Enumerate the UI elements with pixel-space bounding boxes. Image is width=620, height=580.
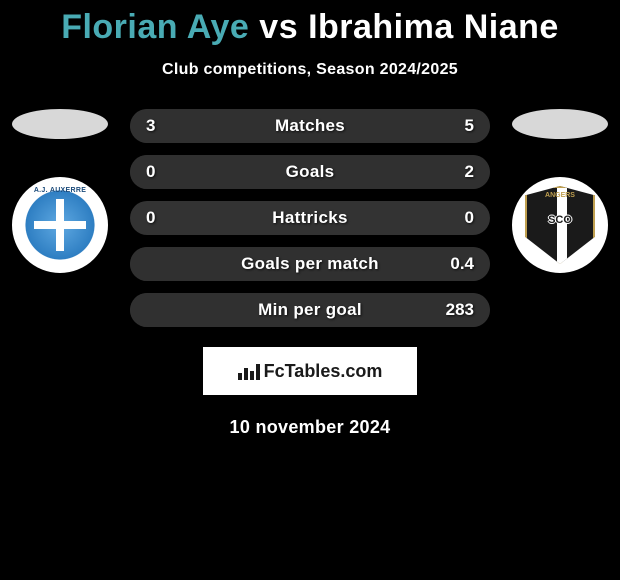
stat-label: Goals bbox=[130, 155, 490, 189]
main-comparison-area: A.J. AUXERRE ANGERS SCO Matches35Goals02… bbox=[0, 109, 620, 339]
player1-photo-placeholder bbox=[12, 109, 108, 139]
stat-label: Goals per match bbox=[130, 247, 490, 281]
stat-value-right: 0.4 bbox=[450, 247, 474, 281]
stat-value-left: 0 bbox=[146, 201, 155, 235]
auxerre-badge: A.J. AUXERRE bbox=[12, 177, 108, 273]
angers-shield-icon: ANGERS SCO bbox=[525, 186, 595, 264]
comparison-title: Florian Aye vs Ibrahima Niane bbox=[0, 0, 620, 47]
auxerre-cross-icon bbox=[34, 199, 86, 251]
fctables-chart-icon bbox=[238, 362, 260, 380]
angers-badge: ANGERS SCO bbox=[512, 177, 608, 273]
stats-column: Matches35Goals02Hattricks00Goals per mat… bbox=[130, 109, 490, 339]
stat-value-right: 283 bbox=[446, 293, 474, 327]
stat-value-left: 3 bbox=[146, 109, 155, 143]
stat-value-right: 0 bbox=[465, 201, 474, 235]
player2-column: ANGERS SCO bbox=[510, 109, 610, 273]
stat-value-left: 0 bbox=[146, 155, 155, 189]
player2-name: Ibrahima Niane bbox=[308, 8, 559, 46]
player1-name: Florian Aye bbox=[61, 8, 249, 46]
stat-bar: Goals per match0.4 bbox=[130, 247, 490, 281]
stat-label: Matches bbox=[130, 109, 490, 143]
stat-value-right: 2 bbox=[465, 155, 474, 189]
stat-bar: Matches3 5 bbox=[130, 109, 490, 143]
brand-text: FcTables.com bbox=[264, 361, 383, 382]
vs-text: vs bbox=[259, 8, 298, 46]
subtitle: Club competitions, Season 2024/2025 bbox=[0, 61, 620, 79]
stat-label: Hattricks bbox=[130, 201, 490, 235]
date-text: 10 november 2024 bbox=[0, 417, 620, 438]
angers-badge-text-top: ANGERS bbox=[527, 192, 593, 199]
stat-value-right: 5 bbox=[465, 109, 474, 143]
auxerre-badge-text: A.J. AUXERRE bbox=[16, 187, 104, 194]
stat-bar: Goals0 2 bbox=[130, 155, 490, 189]
player2-photo-placeholder bbox=[512, 109, 608, 139]
player1-column: A.J. AUXERRE bbox=[10, 109, 110, 273]
angers-badge-text-mid: SCO bbox=[527, 214, 593, 226]
stat-label: Min per goal bbox=[130, 293, 490, 327]
brand-box: FcTables.com bbox=[203, 347, 417, 395]
stat-bar: Min per goal283 bbox=[130, 293, 490, 327]
stat-bar: Hattricks0 0 bbox=[130, 201, 490, 235]
